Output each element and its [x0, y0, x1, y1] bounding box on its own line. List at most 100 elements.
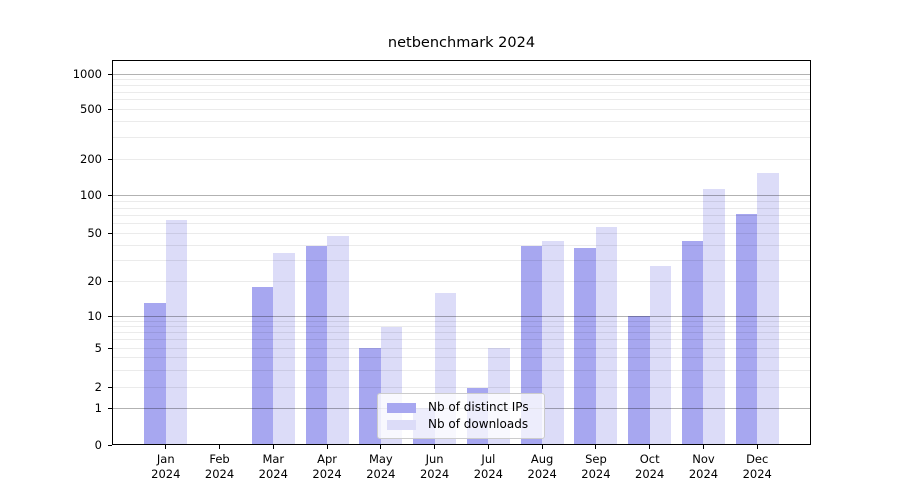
y-tick-10 [108, 315, 112, 317]
bar-nb-of-distinct-ips-mar [251, 287, 274, 445]
legend: Nb of distinct IPs Nb of downloads [377, 393, 545, 439]
legend-label-downloads: Nb of downloads [428, 417, 529, 431]
x-tick-label-feb: Feb 2024 [204, 452, 235, 481]
gridline-y-minor-800 [112, 84, 811, 86]
y-tick-label-200: 200 [80, 152, 102, 167]
bar-nb-of-distinct-ips-jan [144, 303, 166, 445]
bar-nb-of-downloads-dec [757, 173, 779, 445]
gridline-y-minor-6 [112, 339, 811, 341]
y-tick-1 [108, 407, 112, 409]
x-tick-label-apr: Apr 2024 [312, 452, 342, 481]
gridline-y-minor-90 [112, 201, 811, 203]
x-tick-label-mar: Mar 2024 [258, 452, 288, 481]
bars-layer [112, 60, 811, 445]
x-tick-label-jun: Jun 2024 [419, 452, 450, 481]
bar-nb-of-downloads-apr [327, 236, 349, 445]
gridline-y-minor-7 [112, 332, 811, 334]
bar-nb-of-distinct-ips-may [359, 348, 381, 445]
y-tick-label-1000: 1000 [72, 66, 102, 81]
legend-swatch-downloads [387, 419, 416, 430]
y-tick-label-20: 20 [87, 274, 102, 289]
x-tick-label-oct: Oct 2024 [635, 452, 665, 481]
gridline-y-minor-2 [112, 387, 811, 389]
plot-area: Nb of distinct IPs Nb of downloads [112, 60, 811, 445]
y-tick-5 [108, 347, 112, 349]
bar-nb-of-distinct-ips-oct [628, 316, 650, 445]
gridline-y-minor-900 [112, 78, 811, 80]
gridline-y-minor-700 [112, 91, 811, 93]
y-tick-0 [108, 444, 112, 446]
gridline-y-minor-70 [112, 215, 811, 217]
x-tick-oct [649, 445, 651, 449]
x-tick-apr [326, 445, 328, 449]
x-tick-label-nov: Nov 2024 [688, 452, 719, 481]
y-axis-line [112, 60, 113, 445]
top-spine [112, 60, 811, 61]
y-tick-label-500: 500 [80, 101, 102, 116]
bar-nb-of-downloads-sep [595, 226, 618, 445]
gridline-y-1000 [112, 73, 811, 75]
gridline-y-minor-30 [112, 260, 811, 262]
right-spine [810, 60, 811, 445]
x-tick-may [380, 445, 382, 449]
y-tick-label-1: 1 [94, 400, 102, 415]
y-tick-1000 [108, 73, 112, 75]
legend-swatch-distinct-ips [387, 402, 416, 413]
gridline-y-minor-50 [112, 233, 811, 235]
bar-nb-of-distinct-ips-nov [681, 240, 704, 445]
gridline-y-minor-3 [112, 369, 811, 371]
bar-nb-of-downloads-aug [542, 240, 564, 445]
x-tick-aug [541, 445, 543, 449]
y-tick-20 [108, 281, 112, 283]
gridline-y-minor-8 [112, 326, 811, 328]
legend-item-distinct-ips: Nb of distinct IPs [387, 400, 535, 415]
x-tick-nov [702, 445, 704, 449]
chart-title: netbenchmark 2024 [387, 35, 536, 51]
y-tick-200 [108, 159, 112, 161]
x-tick-label-dec: Dec 2024 [742, 452, 772, 481]
x-tick-feb [219, 445, 221, 449]
x-tick-sep [595, 445, 597, 449]
y-tick-100 [108, 195, 112, 197]
gridline-y-minor-500 [112, 108, 811, 110]
gridline-y-minor-4 [112, 357, 811, 359]
gridline-y-minor-400 [112, 120, 811, 122]
gridline-y-10 [112, 315, 811, 317]
bar-nb-of-downloads-mar [273, 252, 295, 445]
x-tick-label-jan: Jan 2024 [151, 452, 181, 481]
gridline-y-minor-20 [112, 281, 811, 283]
gridline-y-minor-80 [112, 207, 811, 209]
y-tick-label-10: 10 [87, 308, 102, 323]
y-tick-label-5: 5 [94, 340, 102, 355]
x-tick-label-aug: Aug 2024 [527, 452, 557, 481]
gridline-y-minor-200 [112, 159, 811, 161]
x-tick-label-sep: Sep 2024 [581, 452, 611, 481]
bar-nb-of-downloads-nov [703, 188, 725, 445]
bar-nb-of-distinct-ips-sep [574, 248, 596, 445]
gridline-y-minor-300 [112, 136, 811, 138]
y-tick-label-50: 50 [87, 226, 102, 241]
gridline-y-minor-40 [112, 245, 811, 247]
grid-layer [112, 60, 811, 445]
y-tick-label-2: 2 [94, 380, 102, 395]
x-tick-label-jul: Jul 2024 [473, 452, 504, 481]
y-tick-label-0: 0 [94, 437, 102, 452]
bar-nb-of-distinct-ips-dec [735, 213, 758, 445]
x-tick-jun [434, 445, 436, 449]
bar-nb-of-downloads-jan [165, 219, 188, 445]
legend-item-downloads: Nb of downloads [387, 417, 535, 432]
gridline-y-minor-5 [112, 347, 811, 349]
y-tick-500 [108, 108, 112, 110]
legend-label-distinct-ips: Nb of distinct IPs [428, 400, 529, 414]
x-axis-line [112, 444, 811, 445]
gridline-y-minor-9 [112, 320, 811, 322]
gridline-y-minor-60 [112, 223, 811, 225]
y-tick-2 [108, 387, 112, 389]
y-tick-label-100: 100 [80, 188, 102, 203]
gridline-y-minor-600 [112, 99, 811, 101]
x-tick-dec [756, 445, 758, 449]
bar-nb-of-distinct-ips-apr [305, 245, 328, 445]
gridline-y-100 [112, 195, 811, 197]
x-tick-label-may: May 2024 [366, 452, 396, 481]
